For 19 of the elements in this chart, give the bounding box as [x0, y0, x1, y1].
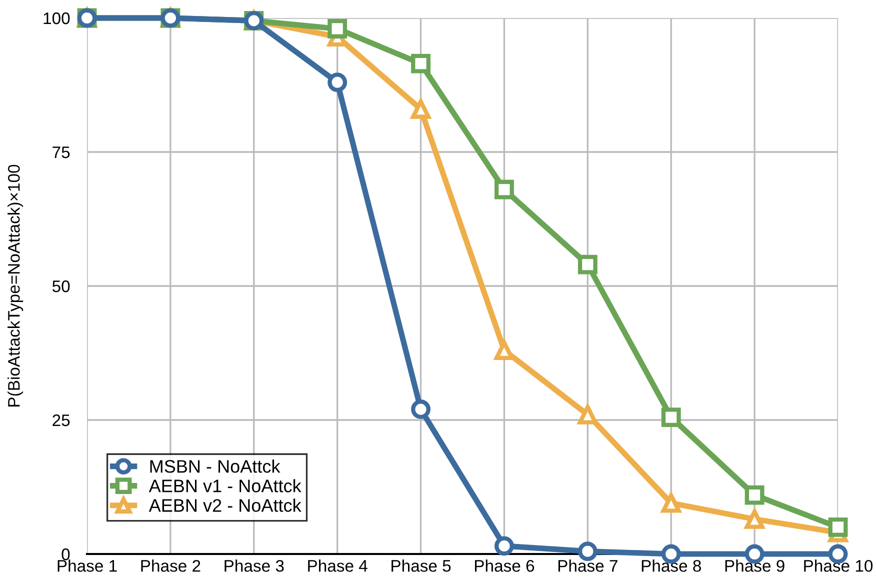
x-tick-label: Phase 8: [642, 560, 701, 572]
y-axis-title: P(BioAttackType=NoAttack)×100: [8, 164, 24, 406]
x-tick-label: Phase 3: [224, 560, 284, 572]
legend-label: MSBN - NoAttck: [150, 460, 280, 473]
x-tick-label: Phase 1: [58, 560, 117, 572]
y-tick-label: 25: [52, 414, 70, 426]
x-tick-label: Phase 4: [308, 560, 368, 572]
x-tick-label: Phase 5: [392, 560, 451, 572]
x-tick-label: Phase 10: [804, 560, 873, 572]
y-tick-label: 75: [52, 146, 70, 158]
y-tick-label: 0: [62, 548, 70, 560]
legend-label: AEBN v1 - NoAttck: [148, 479, 302, 492]
x-tick-label: Phase 2: [141, 560, 200, 572]
y-tick-label: 100: [44, 12, 70, 24]
y-tick-label: 50: [52, 280, 70, 292]
x-tick-label: Phase 9: [725, 560, 784, 572]
x-tick-label: Phase 6: [475, 560, 534, 572]
legend-label: AEBN v2 - NoAttck: [148, 498, 302, 512]
x-tick-label: Phase 7: [558, 560, 618, 572]
